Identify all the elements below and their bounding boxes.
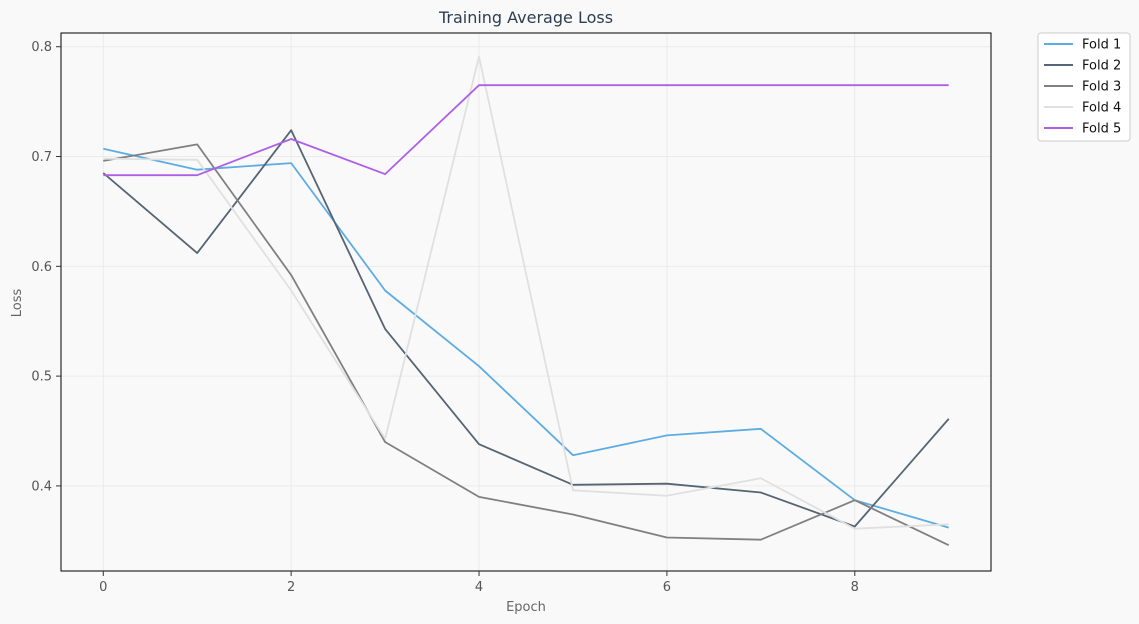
y-tick-label: 0.5: [31, 370, 52, 385]
legend-entry-fold-2: Fold 2: [1082, 59, 1121, 74]
series-line-fold-4: [103, 55, 949, 530]
y-tick-label: 0.4: [31, 479, 52, 494]
series-layer: [102, 55, 950, 547]
legend-entry-fold-4: Fold 4: [1082, 101, 1121, 116]
series-line-fold-2: [102, 129, 950, 528]
series-line-fold-1: [103, 147, 949, 529]
legend-entry-fold-3: Fold 3: [1082, 80, 1121, 95]
x-tick-label: 2: [287, 580, 295, 595]
x-axis-title: Epoch: [506, 600, 546, 615]
x-tick-label: 8: [851, 580, 859, 595]
chart-title: Training Average Loss: [438, 8, 613, 27]
series-line-fold-3: [103, 143, 950, 547]
y-tick-label: 0.7: [31, 150, 52, 165]
y-tick-label: 0.6: [31, 260, 52, 275]
y-axis: 0.4 0.5 0.6 0.7 0.8: [31, 40, 61, 494]
y-tick-label: 0.8: [31, 40, 52, 55]
legend-entry-fold-1: Fold 1: [1082, 38, 1121, 53]
legend-entry-fold-5: Fold 5: [1082, 122, 1121, 137]
legend: Fold 1 Fold 2 Fold 3 Fold 4 Fold 5: [1037, 32, 1131, 142]
x-tick-label: 6: [663, 580, 671, 595]
x-tick-label: 4: [475, 580, 483, 595]
x-tick-label: 0: [99, 580, 107, 595]
plot-area: [60, 32, 992, 572]
legend-frame: [1037, 32, 1131, 142]
series-line-fold-5: [103, 84, 949, 177]
x-axis: 0 2 4 6 8: [99, 571, 859, 595]
y-axis-title: Loss: [10, 289, 25, 318]
grid: [61, 33, 991, 571]
